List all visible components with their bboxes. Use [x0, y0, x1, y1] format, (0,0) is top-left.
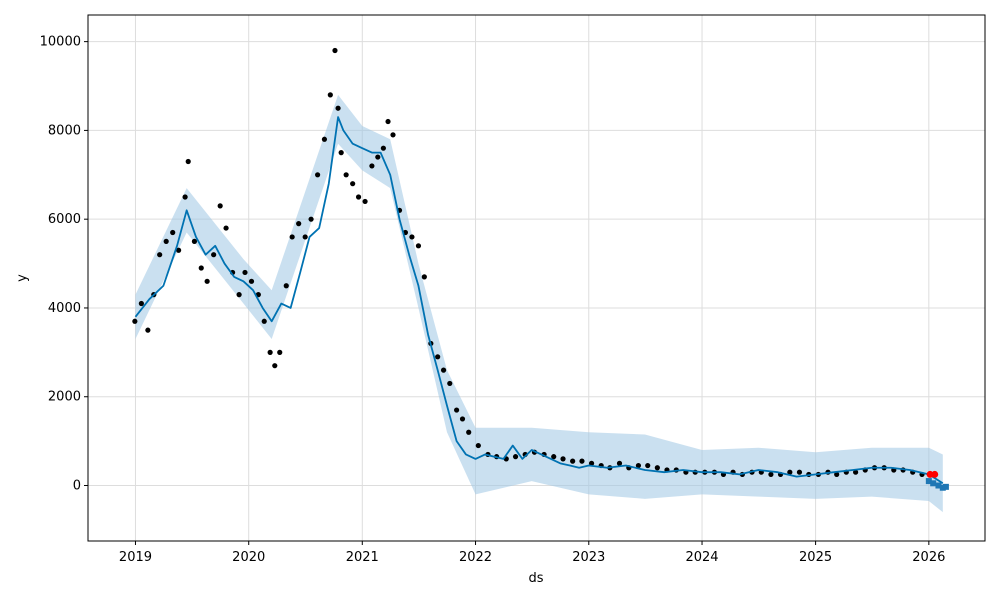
- observed-point: [459, 416, 466, 422]
- x-tick-label: 2025: [799, 550, 832, 565]
- observed-point: [332, 47, 338, 54]
- x-tick-label: 2019: [119, 550, 152, 565]
- observed-point: [138, 300, 144, 307]
- observed-point: [261, 318, 267, 324]
- highlight-point: [931, 470, 939, 478]
- x-tick-label: 2023: [572, 550, 605, 565]
- x-axis-label: ds: [528, 571, 543, 586]
- observed-point: [217, 203, 223, 209]
- observed-point: [560, 456, 566, 462]
- observed-point: [343, 172, 349, 178]
- forecast-line: [134, 116, 944, 485]
- observed-point: [185, 158, 191, 165]
- observed-point: [447, 380, 453, 387]
- observed-point: [145, 327, 151, 333]
- future-point: [935, 482, 942, 489]
- observed-point: [375, 154, 381, 160]
- observed-point: [768, 471, 774, 478]
- observed-point: [409, 234, 415, 240]
- observed-point: [645, 462, 651, 469]
- observed-point: [435, 354, 441, 360]
- observed-point: [475, 442, 481, 449]
- observed-point: [204, 278, 210, 284]
- observed-point: [834, 471, 840, 478]
- observed-point: [175, 247, 182, 253]
- y-tick-label: 4000: [48, 301, 81, 316]
- observed-point: [335, 105, 341, 111]
- observed-point: [588, 460, 595, 466]
- x-tick-label: 2021: [346, 550, 379, 565]
- future-point: [925, 478, 932, 485]
- x-tick-label: 2024: [685, 550, 718, 565]
- x-tick-label: 2026: [912, 550, 945, 565]
- observed-point: [385, 118, 391, 125]
- axis-ticks: 2019 2020 2021 2022 2023 2024 2025 2026 0 2000 400…: [40, 35, 946, 565]
- observed-point: [296, 221, 302, 227]
- observed-point: [236, 292, 242, 298]
- observed-point: [132, 318, 138, 324]
- x-tick-label: 2022: [459, 550, 492, 565]
- observed-point: [635, 462, 642, 469]
- observed-point: [369, 163, 375, 169]
- future-point: [942, 483, 949, 490]
- observed-point: [440, 367, 447, 373]
- observed-point: [355, 194, 362, 200]
- observed-point: [277, 349, 283, 355]
- observed-point: [267, 349, 273, 355]
- observed-point: [512, 454, 519, 460]
- observed-point: [308, 216, 314, 222]
- observed-point: [170, 229, 176, 236]
- uncertainty-band: [135, 94, 943, 513]
- observed-point: [787, 469, 793, 475]
- observed-point: [283, 283, 289, 289]
- observed-point: [579, 458, 585, 464]
- y-tick-label: 2000: [48, 390, 81, 405]
- observed-point: [415, 243, 422, 249]
- observed-point: [248, 278, 255, 284]
- observed-point: [302, 234, 308, 240]
- grid-lines: [88, 15, 985, 541]
- future-point: [930, 480, 937, 487]
- observed-point: [242, 269, 248, 276]
- future-point: [939, 484, 946, 491]
- observed-point: [191, 238, 198, 244]
- observed-point: [421, 274, 427, 280]
- observed-point: [338, 150, 344, 156]
- observed-point: [796, 469, 803, 475]
- observed-point: [182, 194, 188, 200]
- observed-point: [198, 265, 204, 271]
- observed-point: [315, 172, 321, 178]
- observed-point: [350, 181, 356, 187]
- observed-point: [616, 460, 623, 466]
- observed-point: [390, 132, 396, 138]
- y-tick-label: 8000: [48, 123, 81, 138]
- y-axis-label: y: [15, 274, 30, 282]
- plot-frame: [87, 14, 986, 542]
- observed-point: [157, 252, 163, 258]
- observed-point: [289, 234, 295, 240]
- observed-point: [570, 458, 576, 464]
- observed-point: [853, 469, 859, 475]
- observed-point: [327, 92, 333, 98]
- observed-point: [362, 198, 368, 205]
- observed-point: [380, 145, 386, 151]
- y-tick-label: 10000: [40, 35, 81, 50]
- observed-point: [211, 252, 217, 258]
- observed-point: [272, 363, 278, 369]
- x-tick-label: 2020: [232, 550, 265, 565]
- observed-point: [654, 465, 660, 471]
- observed-point: [321, 136, 328, 142]
- observed-point: [551, 454, 557, 460]
- plot-area: [132, 47, 949, 513]
- observed-point: [223, 225, 229, 231]
- observed-point: [466, 429, 472, 435]
- y-tick-label: 6000: [48, 212, 81, 227]
- y-tick-label: 0: [73, 479, 81, 494]
- observed-point: [454, 407, 460, 413]
- observed-point: [163, 238, 169, 244]
